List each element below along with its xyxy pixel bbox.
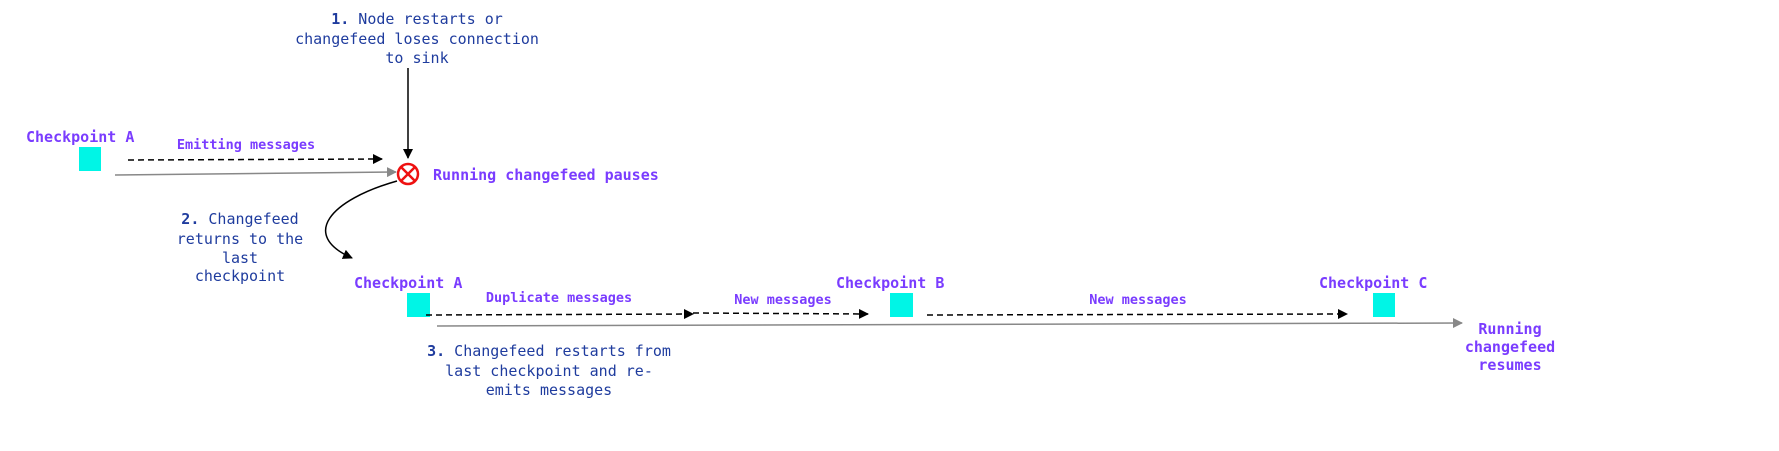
svg-text:3. Changefeed restarts from: 3. Changefeed restarts from	[427, 342, 671, 360]
note-3-number: 3.	[427, 342, 445, 360]
duplicate-arrow	[425, 309, 694, 320]
emitting-arrow	[127, 154, 383, 165]
note-2-line: last	[222, 249, 258, 267]
new-messages-label: New messages	[1089, 292, 1187, 308]
new-messages-label: New messages	[734, 292, 832, 308]
duplicate-messages-label: Duplicate messages	[486, 290, 632, 306]
checkpoint-marker	[1373, 293, 1395, 317]
note-3-line: last checkpoint and re-	[445, 362, 653, 380]
note-2-line: returns to the	[177, 230, 303, 248]
note-3-line: Changefeed restarts from	[454, 342, 671, 360]
note-2-line: checkpoint	[195, 267, 285, 285]
checkpoint-marker	[407, 293, 430, 317]
timeline-bottom	[436, 318, 1463, 329]
svg-text:2. Changefeed: 2. Changefeed	[181, 210, 298, 228]
checkpoint-label: Checkpoint A	[354, 274, 462, 292]
note-1-line: changefeed loses connection	[295, 30, 539, 48]
note-2-line: Changefeed	[208, 210, 298, 228]
note-2: 2. Changefeed returns to the last checkp…	[177, 210, 303, 285]
checkpoint-label: Checkpoint C	[1319, 274, 1427, 292]
new-messages-arrow	[926, 309, 1348, 320]
note-1-line: to sink	[385, 49, 448, 67]
resume-label: Running changefeed resumes	[1465, 320, 1555, 374]
return-arrow	[324, 180, 398, 259]
checkpoint-label: Checkpoint B	[836, 274, 944, 292]
note-3-line: emits messages	[486, 381, 612, 399]
note-1-number: 1.	[331, 10, 349, 28]
emitting-messages-label: Emitting messages	[177, 137, 315, 153]
note-1-line: Node restarts or	[358, 10, 503, 28]
resume-line: resumes	[1478, 356, 1541, 374]
note-3: 3. Changefeed restarts from last checkpo…	[427, 342, 671, 399]
resume-line: Running	[1478, 320, 1541, 338]
note-1: 1. Node restarts or changefeed loses con…	[295, 10, 539, 67]
svg-text:1. Node restarts or: 1. Node restarts or	[331, 10, 503, 28]
resume-line: changefeed	[1465, 338, 1555, 356]
checkpoint-label: Checkpoint A	[26, 128, 134, 146]
note-2-number: 2.	[181, 210, 199, 228]
cross-circle-icon	[396, 162, 420, 186]
new-messages-arrow	[692, 308, 869, 319]
timeline-top	[114, 167, 397, 178]
checkpoint-marker	[890, 293, 913, 317]
pause-label: Running changefeed pauses	[433, 166, 659, 184]
checkpoint-marker	[79, 147, 101, 171]
